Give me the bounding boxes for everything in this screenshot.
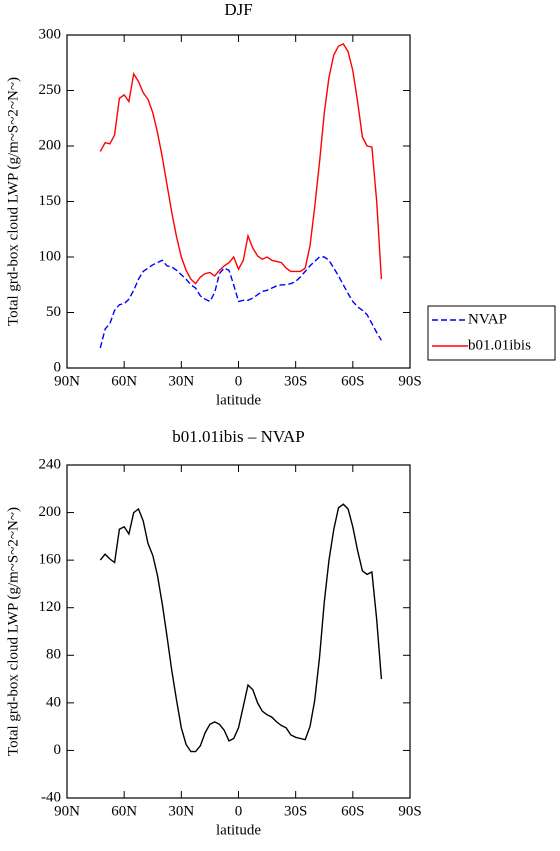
x-tick-label: 60N: [111, 803, 137, 819]
legend-box: [427, 305, 556, 361]
plot-frame: [66, 34, 411, 369]
x-tick-label: 60S: [341, 803, 364, 819]
data-line: [99, 256, 382, 349]
x-axis-label: latitude: [216, 392, 261, 408]
x-axis-label: latitude: [216, 822, 261, 838]
y-tick-label: 120: [39, 599, 62, 615]
y-tick-label: 240: [39, 456, 62, 472]
x-tick-label: 0: [235, 373, 243, 389]
plot-frame: [66, 464, 411, 799]
y-tick-label: 100: [39, 248, 62, 264]
x-tick-label: 30N: [168, 373, 194, 389]
data-line: [99, 43, 383, 285]
y-tick-label: 250: [39, 82, 62, 98]
y-tick-label: 0: [54, 359, 62, 375]
x-tick-label: 0: [235, 803, 243, 819]
x-tick-label: 60S: [341, 373, 364, 389]
y-axis-label: Total grd-box cloud LWP (g/m~S~2~N~): [5, 77, 21, 326]
y-tick-label: 40: [46, 694, 61, 710]
y-tick-label: 80: [46, 647, 61, 663]
y-tick-label: 200: [39, 137, 62, 153]
y-axis-label: Total grd-box cloud LWP (g/m~S~2~N~): [5, 507, 21, 756]
x-tick-label: 30N: [168, 803, 194, 819]
chart-title: b01.01ibis – NVAP: [172, 427, 304, 446]
y-tick-label: 150: [39, 193, 62, 209]
x-tick-label: 30S: [284, 803, 307, 819]
y-tick-label: 50: [46, 304, 61, 320]
x-tick-label: 90N: [54, 373, 80, 389]
x-tick-label: 90N: [54, 803, 80, 819]
legend-label: NVAP: [468, 311, 507, 327]
y-tick-label: 160: [39, 552, 62, 568]
x-tick-label: 90S: [398, 803, 421, 819]
x-tick-label: 30S: [284, 373, 307, 389]
y-tick-label: -40: [41, 789, 61, 805]
y-tick-label: 0: [54, 742, 62, 758]
x-tick-label: 60N: [111, 373, 137, 389]
data-line: [99, 503, 383, 753]
y-tick-label: 200: [39, 504, 62, 520]
chart-title: DJF: [224, 0, 252, 19]
legend-label: b01.01ibis: [468, 337, 531, 353]
y-tick-label: 300: [39, 26, 62, 42]
x-tick-label: 90S: [398, 373, 421, 389]
